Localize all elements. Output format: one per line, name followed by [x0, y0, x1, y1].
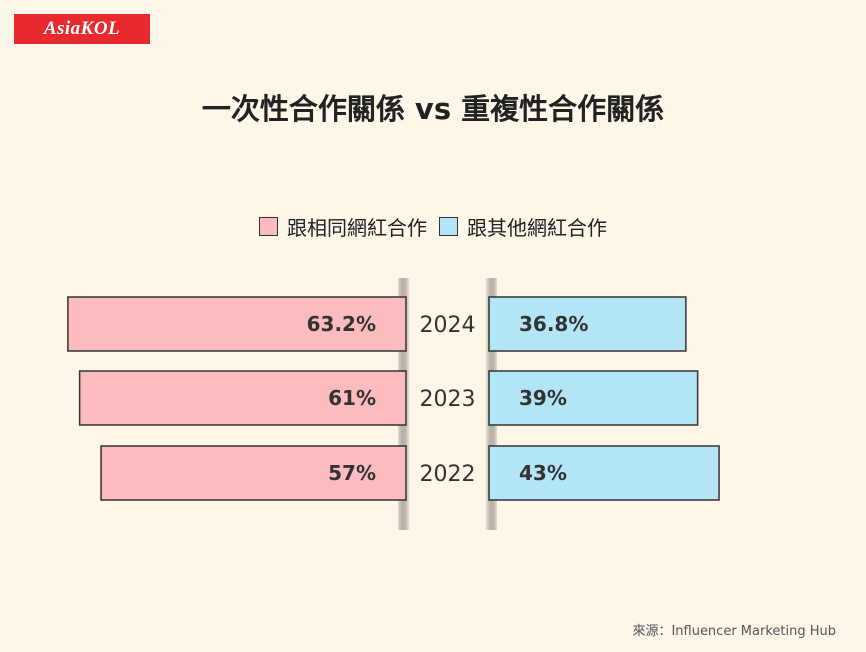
- bar-other-kol-2022: [488, 445, 720, 501]
- source-note: 來源：Influencer Marketing Hub: [632, 624, 836, 639]
- value-label-same-kol-2024: 63.2%: [307, 312, 376, 336]
- value-label-same-kol-2023: 61%: [328, 386, 376, 410]
- chart-title: 一次性合作關係 vs 重複性合作關係: [201, 92, 665, 126]
- legend-item-same-kol: 跟相同網紅合作: [259, 212, 427, 241]
- year-label-2023: 2023: [420, 387, 476, 412]
- value-label-other-kol-2022: 43%: [519, 461, 567, 485]
- chart-legend: 跟相同網紅合作 跟其他網紅合作: [0, 212, 866, 241]
- legend-swatch-same-kol: [259, 217, 278, 236]
- value-label-other-kol-2023: 39%: [519, 386, 567, 410]
- bar-same-kol-2022: [100, 445, 407, 501]
- legend-swatch-other-kol: [439, 217, 458, 236]
- bar-other-kol-2023: [488, 370, 699, 426]
- bar-same-kol-2023: [78, 370, 407, 426]
- asiakol-logo: AsiaKOL: [14, 14, 150, 44]
- bar-other-kol-2024: [488, 296, 687, 352]
- legend-label-same-kol: 跟相同網紅合作: [287, 216, 427, 240]
- bar-same-kol-2024: [67, 296, 407, 352]
- legend-item-other-kol: 跟其他網紅合作: [439, 212, 607, 241]
- legend-label-other-kol: 跟其他網紅合作: [467, 216, 607, 240]
- year-label-2024: 2024: [420, 313, 476, 338]
- value-label-same-kol-2022: 57%: [328, 461, 376, 485]
- value-label-other-kol-2024: 36.8%: [519, 312, 588, 336]
- year-column-band: [398, 278, 497, 530]
- year-label-2022: 2022: [420, 462, 476, 487]
